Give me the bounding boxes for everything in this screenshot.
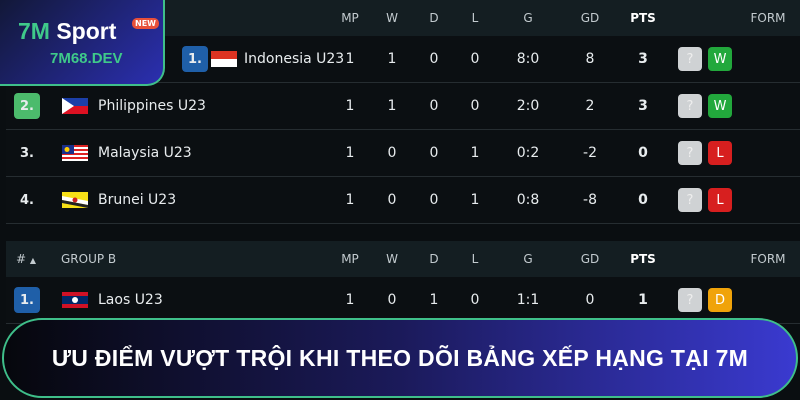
stat-mp: 1: [345, 98, 355, 114]
rank-badge: 1.: [182, 46, 208, 72]
table-row[interactable]: 3. Malaysia U23 1 0 0 1 0:2 -2 0? L: [6, 130, 800, 177]
flag-icon: [62, 145, 88, 161]
group-b-title: GROUP B: [61, 252, 117, 266]
col-g[interactable]: G: [523, 252, 533, 266]
table-row[interactable]: 2. Philippines U23 1 1 0 0 2:0 2 3? W: [6, 83, 800, 130]
stat-gd: 2: [585, 98, 595, 114]
stat-g: 2:0: [516, 98, 540, 114]
col-pts[interactable]: PTS: [630, 252, 656, 266]
col-form: FORM: [750, 252, 786, 266]
stat-gd: -8: [583, 192, 597, 208]
team-name[interactable]: Philippines U23: [98, 98, 206, 114]
new-badge: NEW: [132, 18, 159, 29]
col-w[interactable]: W: [386, 252, 398, 266]
rank-badge: 4.: [20, 192, 34, 208]
col-g[interactable]: G: [523, 11, 533, 25]
logo-sport: Sport: [56, 18, 117, 44]
stat-w: 1: [387, 98, 397, 114]
form-badge[interactable]: D: [708, 288, 732, 312]
stat-d: 0: [429, 51, 439, 67]
stat-g: 0:2: [516, 145, 540, 161]
stat-w: 0: [387, 145, 397, 161]
form-badge[interactable]: L: [708, 188, 732, 212]
stat-l: 0: [470, 98, 480, 114]
banner-title: ƯU ĐIỂM VƯỢT TRỘI KHI THEO DÕI BẢNG XẾP …: [51, 344, 749, 371]
logo-domain: 7M68.DEV: [50, 50, 123, 67]
stat-mp: 1: [345, 51, 355, 67]
stat-w: 1: [387, 51, 397, 67]
sort-asc-icon: ▲: [29, 256, 37, 265]
col-mp[interactable]: MP: [341, 11, 359, 25]
form-badge[interactable]: ?: [678, 188, 702, 212]
title-banner: ƯU ĐIỂM VƯỢT TRỘI KHI THEO DÕI BẢNG XẾP …: [2, 318, 798, 398]
stat-l: 1: [470, 192, 480, 208]
col-pts[interactable]: PTS: [630, 11, 656, 25]
col-gd[interactable]: GD: [580, 252, 600, 266]
stat-d: 0: [429, 145, 439, 161]
form-badge[interactable]: ?: [678, 288, 702, 312]
col-form: FORM: [750, 11, 786, 25]
form-badge[interactable]: ?: [678, 47, 702, 71]
stat-pts: 1: [638, 292, 648, 308]
stat-pts: 0: [638, 192, 648, 208]
stat-l: 1: [470, 145, 480, 161]
logo-7m: 7M: [18, 18, 50, 44]
stat-mp: 1: [345, 192, 355, 208]
col-d[interactable]: D: [429, 252, 439, 266]
col-l[interactable]: L: [471, 11, 479, 25]
sort-rank[interactable]: # ▲: [16, 252, 37, 266]
col-d[interactable]: D: [429, 11, 439, 25]
team-name[interactable]: Malaysia U23: [98, 145, 192, 161]
team-name[interactable]: Laos U23: [98, 292, 163, 308]
stat-w: 0: [387, 292, 397, 308]
stat-w: 0: [387, 192, 397, 208]
brand-logo[interactable]: 7M Sport NEW 7M68.DEV: [0, 0, 165, 86]
group-b-header: # ▲ GROUP B MP W D L G GD PTS FORM: [6, 241, 800, 277]
form-badge[interactable]: ?: [678, 94, 702, 118]
form-badge[interactable]: W: [708, 94, 732, 118]
stat-pts: 3: [638, 98, 648, 114]
stat-d: 1: [429, 292, 439, 308]
col-gd[interactable]: GD: [580, 11, 600, 25]
stat-pts: 0: [638, 145, 648, 161]
stat-pts: 3: [638, 51, 648, 67]
col-l[interactable]: L: [471, 252, 479, 266]
flag-icon: [62, 192, 88, 208]
team-name[interactable]: Brunei U23: [98, 192, 177, 208]
stat-gd: 0: [585, 292, 595, 308]
table-row[interactable]: 4. Brunei U23 1 0 0 1 0:8 -8 0? L: [6, 177, 800, 224]
form-badge[interactable]: ?: [678, 141, 702, 165]
flag-icon: [62, 98, 88, 114]
rank-badge: 2.: [14, 93, 40, 119]
form-badge[interactable]: W: [708, 47, 732, 71]
stat-g: 8:0: [516, 51, 540, 67]
stat-mp: 1: [345, 292, 355, 308]
team-name[interactable]: Indonesia U23: [244, 51, 345, 67]
rank-badge: 1.: [14, 287, 40, 313]
stat-d: 0: [429, 98, 439, 114]
col-w[interactable]: W: [386, 11, 398, 25]
col-mp[interactable]: MP: [341, 252, 359, 266]
stat-gd: 8: [585, 51, 595, 67]
stat-g: 0:8: [516, 192, 540, 208]
stat-g: 1:1: [516, 292, 540, 308]
stat-gd: -2: [583, 145, 597, 161]
stat-l: 0: [470, 292, 480, 308]
rank-badge: 3.: [20, 145, 34, 161]
stat-l: 0: [470, 51, 480, 67]
stat-mp: 1: [345, 145, 355, 161]
stat-d: 0: [429, 192, 439, 208]
flag-icon: [211, 51, 237, 67]
form-badge[interactable]: L: [708, 141, 732, 165]
flag-icon: [62, 292, 88, 308]
table-row[interactable]: 1. Laos U23 1 0 1 0 1:1 0 1? D: [6, 277, 800, 324]
